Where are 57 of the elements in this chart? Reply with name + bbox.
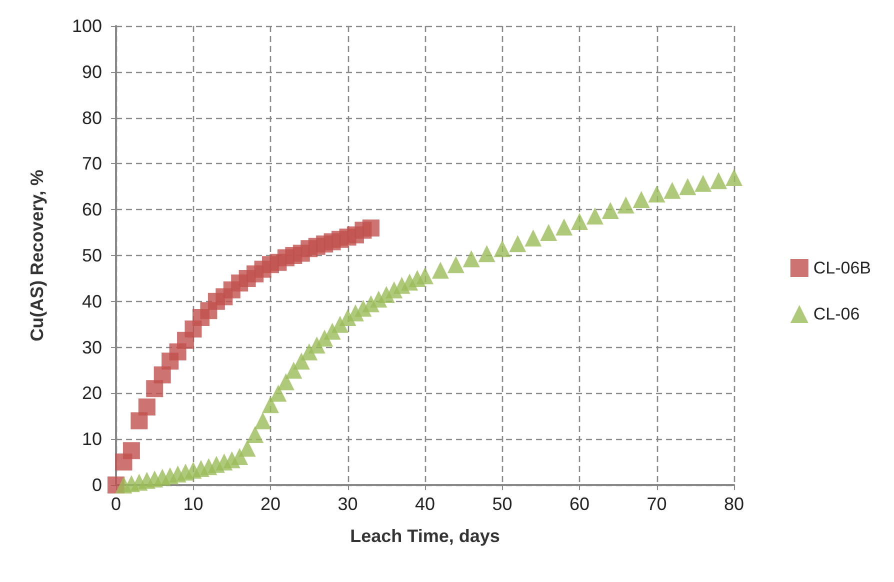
y-tick-label: 80 (82, 108, 102, 128)
point (726, 168, 742, 186)
point (362, 219, 380, 236)
point (664, 182, 681, 199)
x-tick-label: 0 (110, 494, 122, 514)
y-tick-label: 70 (82, 154, 102, 174)
point (494, 240, 511, 258)
x-tick-label: 80 (724, 494, 744, 514)
point (679, 178, 696, 196)
y-tick-label: 40 (82, 291, 102, 312)
point (571, 213, 588, 230)
point (694, 174, 712, 192)
y-tick-label: 90 (82, 62, 102, 82)
x-tick-label: 10 (183, 494, 204, 514)
y-axis-title: Cu(AS) Recovery, % (27, 170, 47, 342)
point (246, 426, 264, 444)
point (710, 172, 728, 190)
point (602, 202, 619, 220)
point (238, 440, 256, 457)
point (432, 262, 449, 279)
y-tick-label: 50 (82, 246, 102, 266)
point (478, 245, 496, 262)
legend-label: CL-06B (813, 258, 871, 278)
point (586, 208, 604, 225)
point (524, 230, 542, 247)
x-tick-label: 20 (260, 494, 281, 514)
point (231, 448, 248, 466)
point (138, 398, 156, 416)
point (617, 196, 634, 214)
x-tick-label: 70 (646, 494, 667, 514)
x-tick-label: 30 (338, 494, 358, 514)
y-tick-label: 60 (82, 200, 102, 220)
x-axis-title: Leach Time, days (350, 526, 500, 546)
x-tick-label: 60 (569, 494, 590, 514)
point (556, 218, 573, 236)
point (540, 224, 558, 242)
point (462, 250, 480, 268)
point (509, 235, 526, 252)
point (447, 256, 464, 274)
x-tick-label: 50 (492, 494, 512, 514)
y-tick-label: 10 (82, 429, 102, 450)
point (254, 412, 272, 430)
x-tick-label: 40 (414, 494, 436, 514)
point (632, 191, 650, 208)
point (270, 384, 287, 402)
point (277, 373, 294, 390)
point (416, 267, 434, 284)
point (154, 366, 171, 384)
point (648, 185, 666, 202)
point (262, 396, 279, 414)
y-tick-label: 20 (82, 383, 102, 404)
y-tick-label: 30 (82, 337, 102, 358)
y-tick-label: 100 (72, 16, 102, 36)
point (285, 362, 302, 379)
point (122, 442, 140, 460)
y-tick-label: 0 (92, 475, 102, 495)
legend-label: CL-06 (813, 304, 860, 324)
